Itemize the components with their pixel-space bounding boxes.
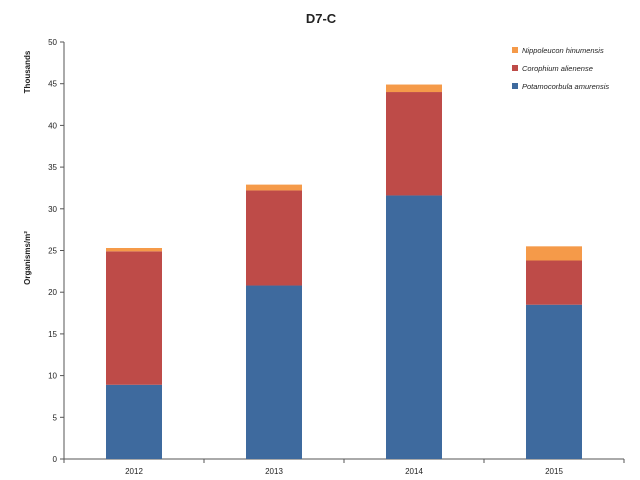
y-tick-label: 25 bbox=[48, 247, 57, 256]
x-tick-label: 2012 bbox=[125, 467, 143, 476]
x-tick-label: 2015 bbox=[545, 467, 563, 476]
bar-segment bbox=[106, 247, 162, 252]
y-tick-label: 45 bbox=[48, 80, 57, 89]
legend-swatch bbox=[512, 83, 518, 89]
legend-swatch bbox=[512, 65, 518, 71]
bar-segment bbox=[106, 251, 162, 385]
bar-segment bbox=[526, 260, 582, 305]
legend-label: Nippoleucon hinumensis bbox=[522, 46, 604, 55]
bar-segment bbox=[386, 195, 442, 459]
bar-segment bbox=[246, 285, 302, 459]
y-tick-label: 20 bbox=[48, 288, 57, 297]
bar-segment bbox=[386, 84, 442, 93]
bar-segment bbox=[106, 384, 162, 459]
plot-area: 0 5 10 15 20 25 30 35 40 45 50 2012 2013 2014 2015 bbox=[48, 38, 625, 476]
y-tick-label: 40 bbox=[48, 121, 57, 130]
bar-segment bbox=[386, 92, 442, 196]
y-tick-label: 0 bbox=[53, 455, 58, 464]
bar-segment bbox=[246, 184, 302, 191]
y-tick-label: 30 bbox=[48, 205, 57, 214]
units-label: Thousands bbox=[23, 50, 32, 93]
legend-swatch bbox=[512, 47, 518, 53]
y-tick-label: 50 bbox=[48, 38, 57, 47]
legend-label: Potamocorbula amurensis bbox=[522, 82, 609, 91]
y-tick-label: 5 bbox=[53, 413, 58, 422]
y-tick-label: 10 bbox=[48, 372, 57, 381]
x-tick-label: 2014 bbox=[405, 467, 423, 476]
bar-segment bbox=[526, 246, 582, 261]
x-tick-label: 2013 bbox=[265, 467, 283, 476]
y-tick-label: 15 bbox=[48, 330, 57, 339]
legend-label: Corophium alienense bbox=[522, 64, 593, 73]
chart-title: D7-C bbox=[306, 11, 337, 26]
bar-segment bbox=[246, 190, 302, 286]
y-axis-label: Organisms/m² bbox=[23, 231, 32, 285]
y-tick-label: 35 bbox=[48, 163, 57, 172]
legend: Nippoleucon hinumensis Corophium alienens… bbox=[512, 46, 609, 91]
bar-segment bbox=[526, 304, 582, 459]
